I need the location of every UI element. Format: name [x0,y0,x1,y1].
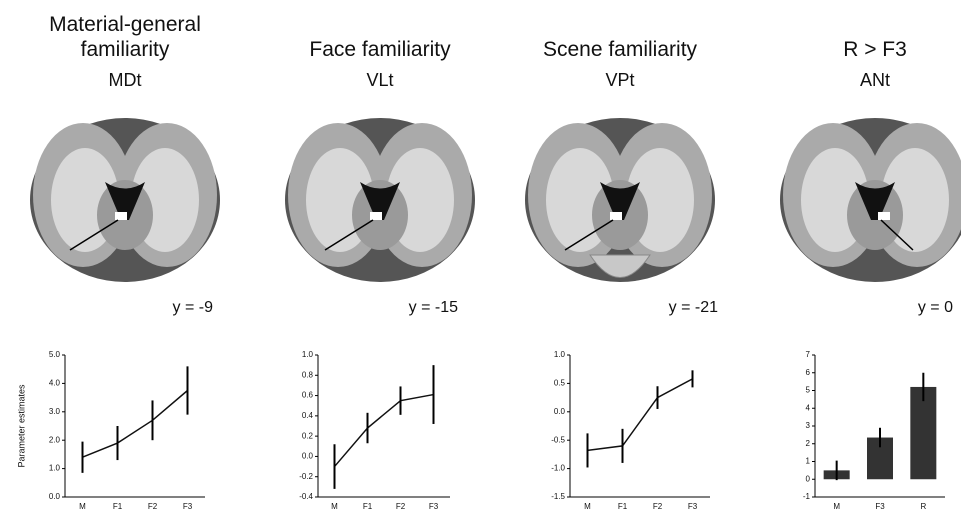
panel-title: Material-general familiarity [10,12,240,62]
panel-title: R > F3 [760,37,961,62]
y-tick-label: 1.0 [554,350,566,359]
y-tick-label: 1 [806,457,811,466]
x-tick-label: F3 [688,502,698,511]
data-line [335,395,434,467]
chart: MDt y = -9 Parameter estimates 0.0 1.0 2.0 3.0… [0,0,961,512]
y-tick-label: 3 [806,421,811,430]
y-tick-label: -0.2 [299,472,313,481]
y-tick-label: 0.8 [302,370,314,379]
x-tick-label: M [833,502,840,511]
x-tick-label: R [920,502,926,511]
y-tick-label: 2.0 [49,435,61,444]
y-tick-label: 0 [806,474,811,483]
y-tick-label: 5 [806,386,811,395]
y-tick-label: 5.0 [49,350,61,359]
panel-subtitle: MDt [109,70,142,90]
panel-subtitle: ANt [860,70,890,90]
y-tick-label: 6 [806,368,811,377]
y-tick-label: -1.0 [551,464,565,473]
x-tick-label: M [79,502,86,511]
x-tick-label: F2 [396,502,406,511]
y-tick-label: 0.0 [302,452,314,461]
figure: MDt y = -9 Parameter estimates 0.0 1.0 2.0 3.0… [0,0,961,512]
x-tick-label: F3 [429,502,439,511]
data-line [588,379,693,451]
y-tick-label: 1.0 [49,464,61,473]
x-tick-label: M [584,502,591,511]
y-tick-label: 0.4 [302,411,314,420]
y-tick-label: 7 [806,350,811,359]
x-tick-label: F3 [183,502,193,511]
x-tick-label: F3 [875,502,885,511]
y-tick-label: -0.5 [551,435,565,444]
panel-title: Scene familiarity [505,37,735,62]
y-tick-label: 0.6 [302,391,314,400]
x-tick-label: F1 [618,502,628,511]
panel-subtitle: VLt [366,70,393,90]
data-line [83,391,188,458]
slice-label: y = -21 [669,299,718,316]
x-tick-label: F1 [113,502,123,511]
x-tick-label: F1 [363,502,373,511]
y-tick-label: -1 [803,492,811,501]
y-tick-label: 2 [806,439,811,448]
x-tick-label: M [331,502,338,511]
highlight [370,212,382,220]
y-tick-label: -0.4 [299,492,313,501]
y-tick-label: 1.0 [302,350,314,359]
y-tick-label: 0.0 [49,492,61,501]
y-axis-label: Parameter estimates [16,384,26,468]
x-tick-label: F2 [148,502,158,511]
highlight [115,212,127,220]
y-tick-label: 0.5 [554,379,566,388]
slice-label: y = 0 [918,299,953,316]
y-tick-label: 4.0 [49,379,61,388]
slice-label: y = -15 [409,299,458,316]
highlight [878,212,890,220]
highlight [610,212,622,220]
y-tick-label: 0.0 [554,407,566,416]
y-tick-label: 4 [806,403,811,412]
y-tick-label: -1.5 [551,492,565,501]
slice-label: y = -9 [173,299,214,316]
y-tick-label: 0.2 [302,431,314,440]
panel-title: Face familiarity [265,37,495,62]
y-tick-label: 3.0 [49,407,61,416]
x-tick-label: F2 [653,502,663,511]
panel-subtitle: VPt [605,70,634,90]
